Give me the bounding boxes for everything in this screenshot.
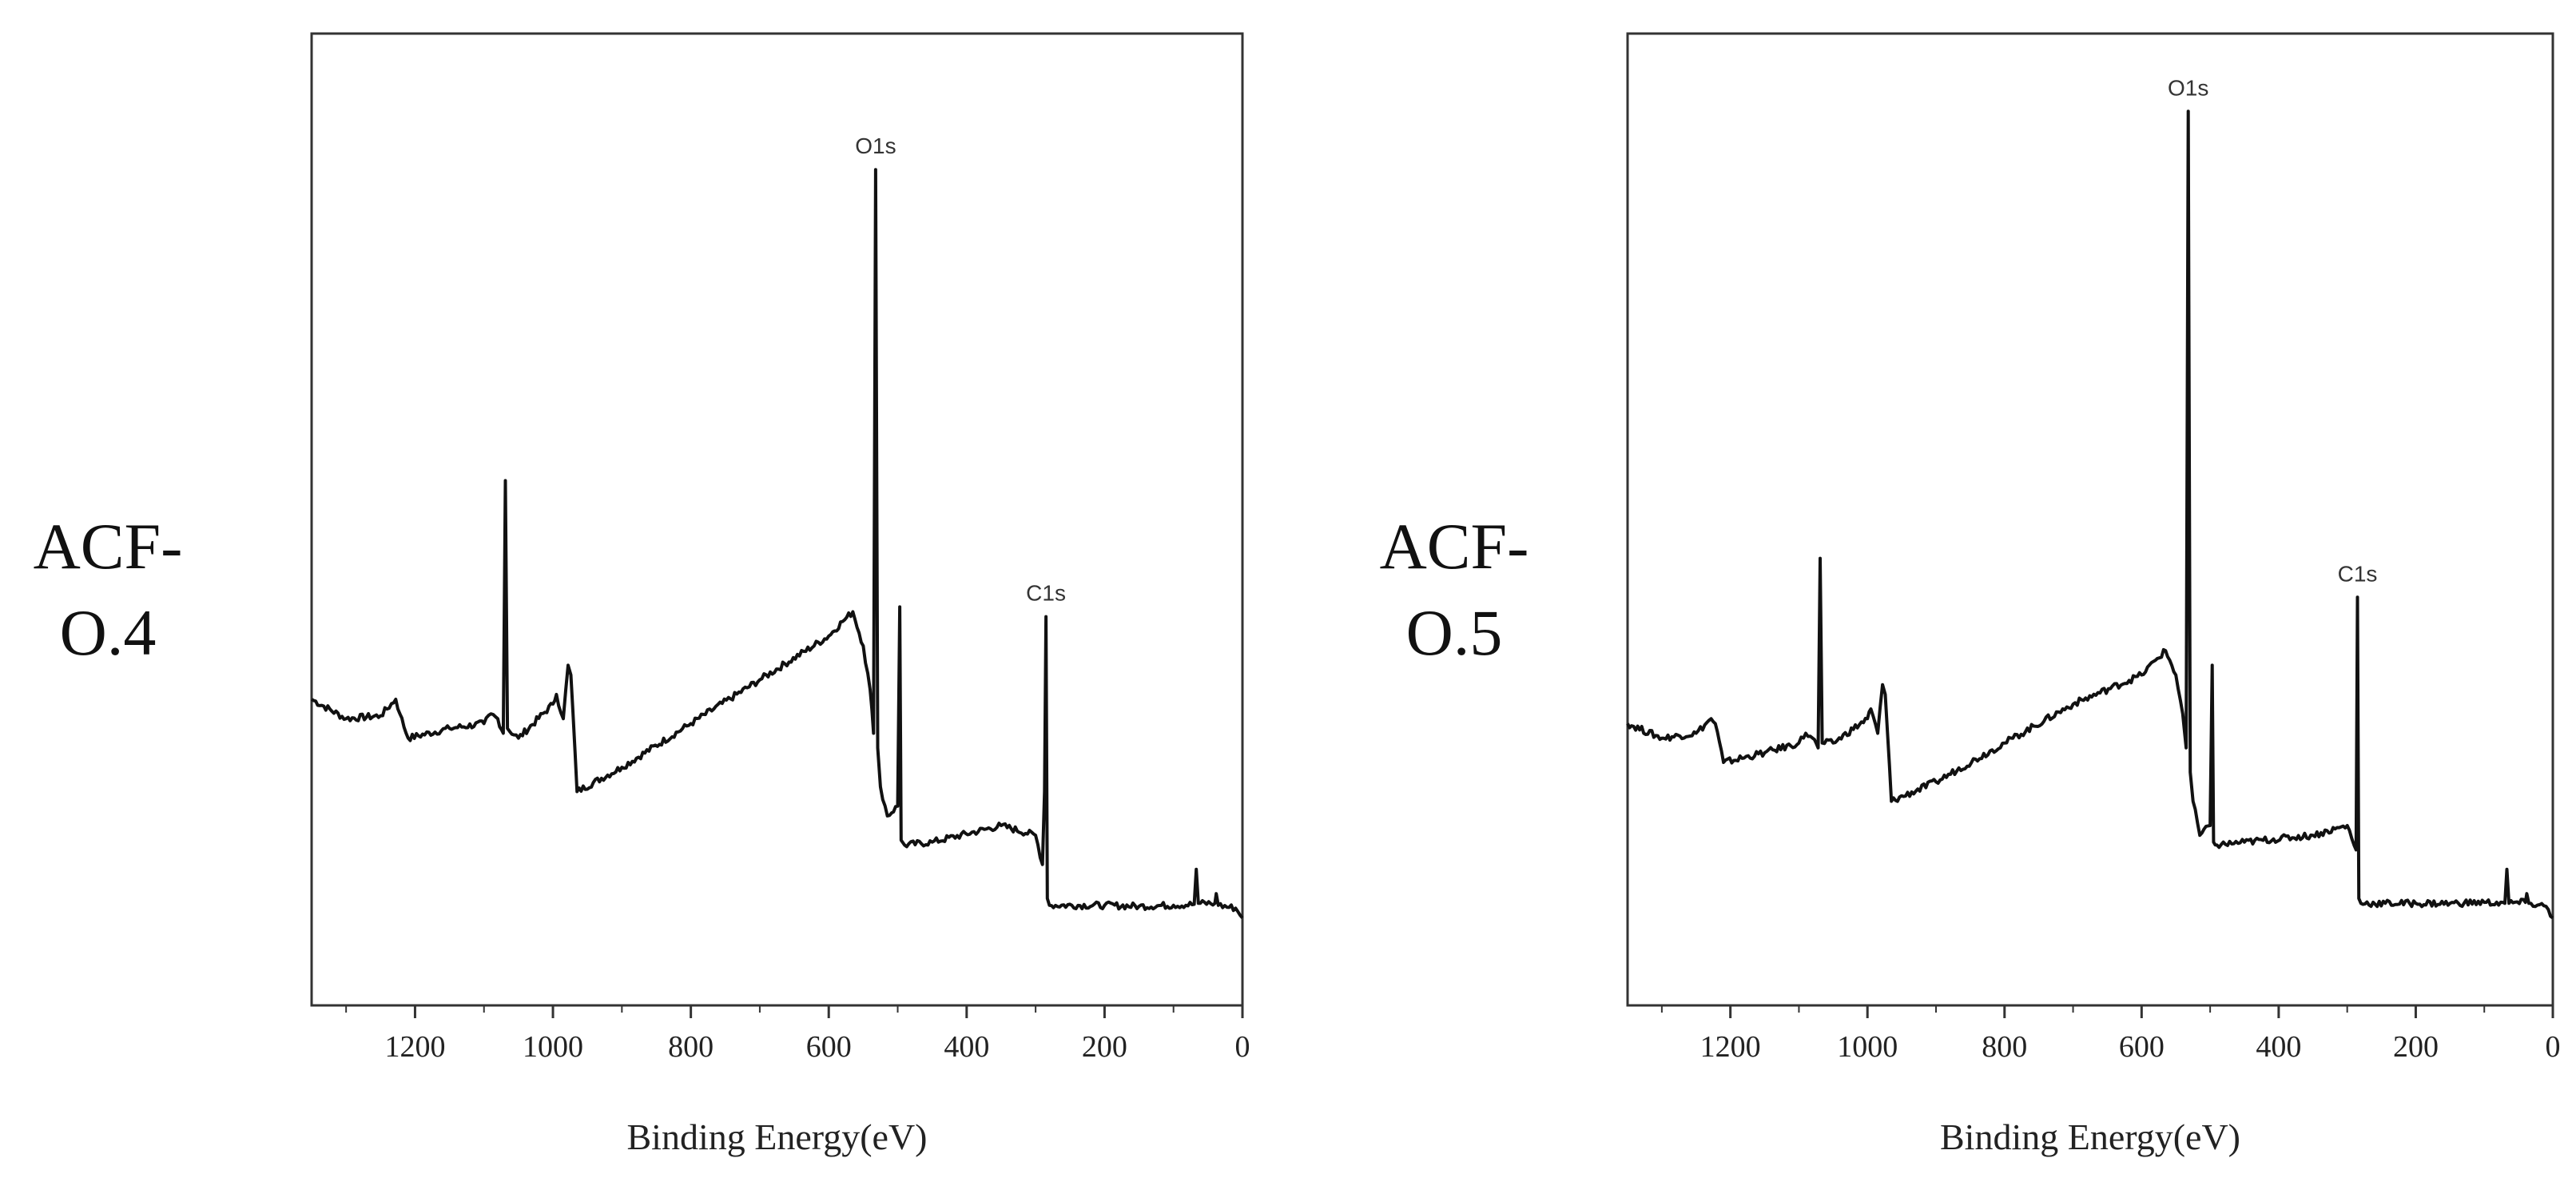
x-tick-label: 800 bbox=[1982, 1030, 2027, 1064]
x-tick-label: 1000 bbox=[1837, 1030, 1898, 1064]
spectrum-line bbox=[310, 168, 1244, 919]
sample-label-line1: ACF- bbox=[33, 510, 183, 583]
sample-label-acf-o5: ACF- O.5 bbox=[1362, 503, 1546, 676]
sample-label-acf-o4: ACF- O.4 bbox=[16, 503, 200, 676]
peak-label: C1s bbox=[2338, 561, 2378, 586]
x-tick-label: 200 bbox=[1082, 1030, 1127, 1064]
x-tick-label: 800 bbox=[668, 1030, 714, 1064]
x-tick-label: 0 bbox=[1235, 1030, 1250, 1064]
sample-label-line2: O.4 bbox=[59, 596, 157, 669]
x-tick-label: 1200 bbox=[384, 1030, 445, 1064]
x-tick-label: 400 bbox=[2256, 1030, 2301, 1064]
peak-label: O1s bbox=[855, 133, 896, 158]
spectrum-line bbox=[1626, 109, 2554, 920]
x-tick-label: 600 bbox=[2119, 1030, 2165, 1064]
x-tick-label: 200 bbox=[2393, 1030, 2439, 1064]
x-axis-title: Binding Energy(eV) bbox=[1940, 1116, 2240, 1157]
x-tick-label: 400 bbox=[944, 1030, 989, 1064]
peak-label: O1s bbox=[2168, 75, 2208, 100]
peak-label: C1s bbox=[1026, 581, 1066, 606]
x-tick-label: 600 bbox=[806, 1030, 852, 1064]
x-tick-label: 1000 bbox=[523, 1030, 583, 1064]
x-tick-label: 0 bbox=[2546, 1030, 2561, 1064]
sample-label-line1: ACF- bbox=[1379, 510, 1529, 583]
plot-frame bbox=[310, 32, 1244, 1007]
sample-label-line2: O.5 bbox=[1405, 596, 1503, 669]
plot-frame bbox=[1626, 32, 2554, 1007]
x-tick-label: 1200 bbox=[1700, 1030, 1761, 1064]
x-axis-title: Binding Energy(eV) bbox=[626, 1116, 927, 1157]
